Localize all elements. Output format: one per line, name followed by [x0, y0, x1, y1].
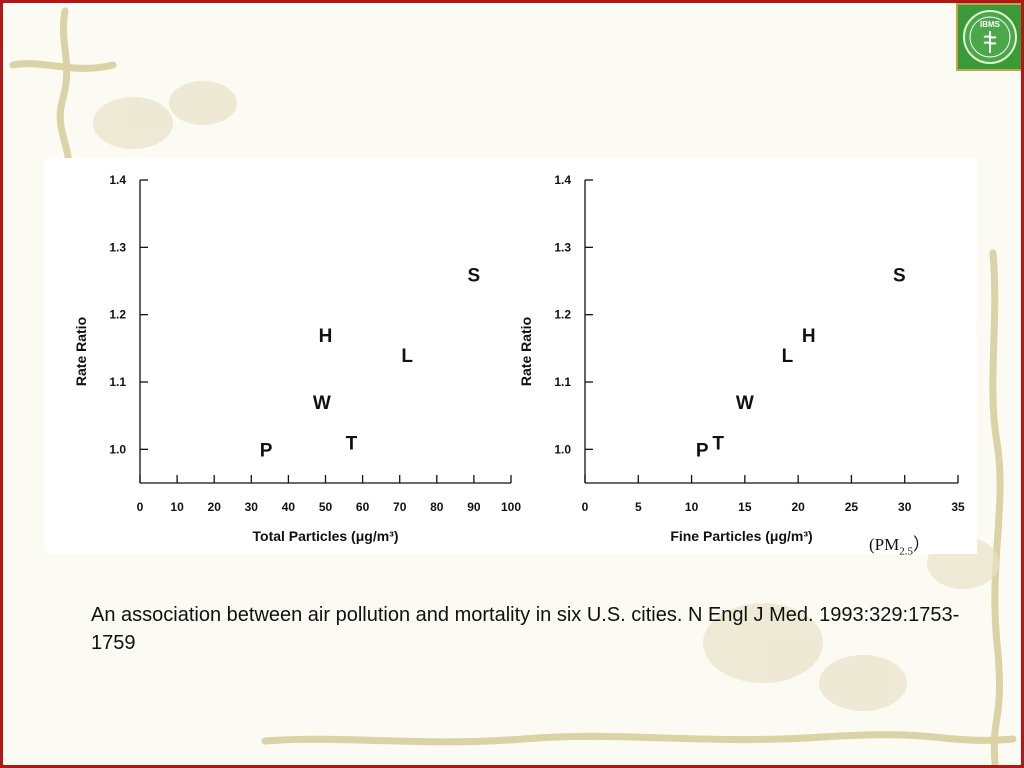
data-point-P: P: [260, 440, 273, 461]
x-tick-label: 25: [845, 500, 859, 514]
pm-note-close: ）: [912, 535, 930, 554]
x-tick-label: 30: [245, 500, 259, 514]
x-tick-label: 20: [791, 500, 805, 514]
x-tick-label: 40: [282, 500, 296, 514]
institute-logo: IBMS: [956, 3, 1021, 71]
y-tick-label: 1.1: [554, 375, 571, 389]
x-tick-label: 50: [319, 500, 333, 514]
y-tick-label: 1.0: [554, 442, 571, 456]
pm-note-subscript: 2.5: [899, 545, 913, 558]
x-tick-label: 20: [208, 500, 222, 514]
y-tick-label: 1.3: [109, 240, 126, 254]
x-tick-label: 90: [467, 500, 481, 514]
data-point-H: H: [319, 326, 333, 347]
data-point-W: W: [313, 393, 331, 414]
x-tick-label: 5: [635, 500, 642, 514]
x-axis-title: Total Particles (μg/m³): [253, 528, 399, 544]
y-axis-title: Rate Ratio: [518, 317, 534, 386]
data-point-W: W: [736, 393, 754, 414]
x-tick-label: 70: [393, 500, 407, 514]
y-tick-label: 1.0: [109, 442, 126, 456]
x-axis-title: Fine Particles (μg/m³): [670, 528, 812, 544]
data-point-H: H: [802, 326, 816, 347]
y-tick-label: 1.2: [554, 308, 571, 322]
logo-text: IBMS: [980, 20, 1001, 29]
charts-svg: 1.01.11.21.31.40 10 20 30 40 50 60 70 80 90 100Tot…: [73, 173, 965, 544]
chart-panel: 1.0 1.1 1.2 1.3 1.4 0 10 20 30 40 50 60 70 80 90 100 Tot…: [45, 158, 977, 554]
y-axis-title: Rate Ratio: [73, 317, 89, 386]
x-tick-label: 80: [430, 500, 444, 514]
y-tick-label: 1.4: [554, 173, 571, 187]
x-tick-label: 30: [898, 500, 912, 514]
x-tick-label: 10: [170, 500, 184, 514]
pm-note-text: (PM: [869, 535, 900, 554]
x-tick-label: 60: [356, 500, 370, 514]
y-tick-label: 1.3: [554, 240, 571, 254]
x-tick-label: 15: [738, 500, 752, 514]
x-tick-label: 0: [137, 500, 144, 514]
x-tick-label: 100: [501, 500, 521, 514]
data-point-S: S: [468, 265, 481, 286]
data-point-S: S: [893, 265, 906, 286]
data-point-T: T: [346, 434, 358, 455]
data-point-L: L: [401, 346, 413, 367]
y-tick-label: 1.4: [109, 173, 126, 187]
data-point-L: L: [782, 346, 794, 367]
pm25-note: (PM2.5）: [869, 530, 930, 557]
y-tick-label: 1.1: [109, 375, 126, 389]
data-point-P: P: [696, 440, 709, 461]
x-tick-label: 10: [685, 500, 699, 514]
data-point-T: T: [712, 434, 724, 455]
y-tick-label: 1.2: [109, 308, 126, 322]
x-tick-label: 35: [951, 500, 965, 514]
citation-text: An association between air pollution and…: [91, 604, 960, 654]
x-tick-label: 0: [582, 500, 589, 514]
